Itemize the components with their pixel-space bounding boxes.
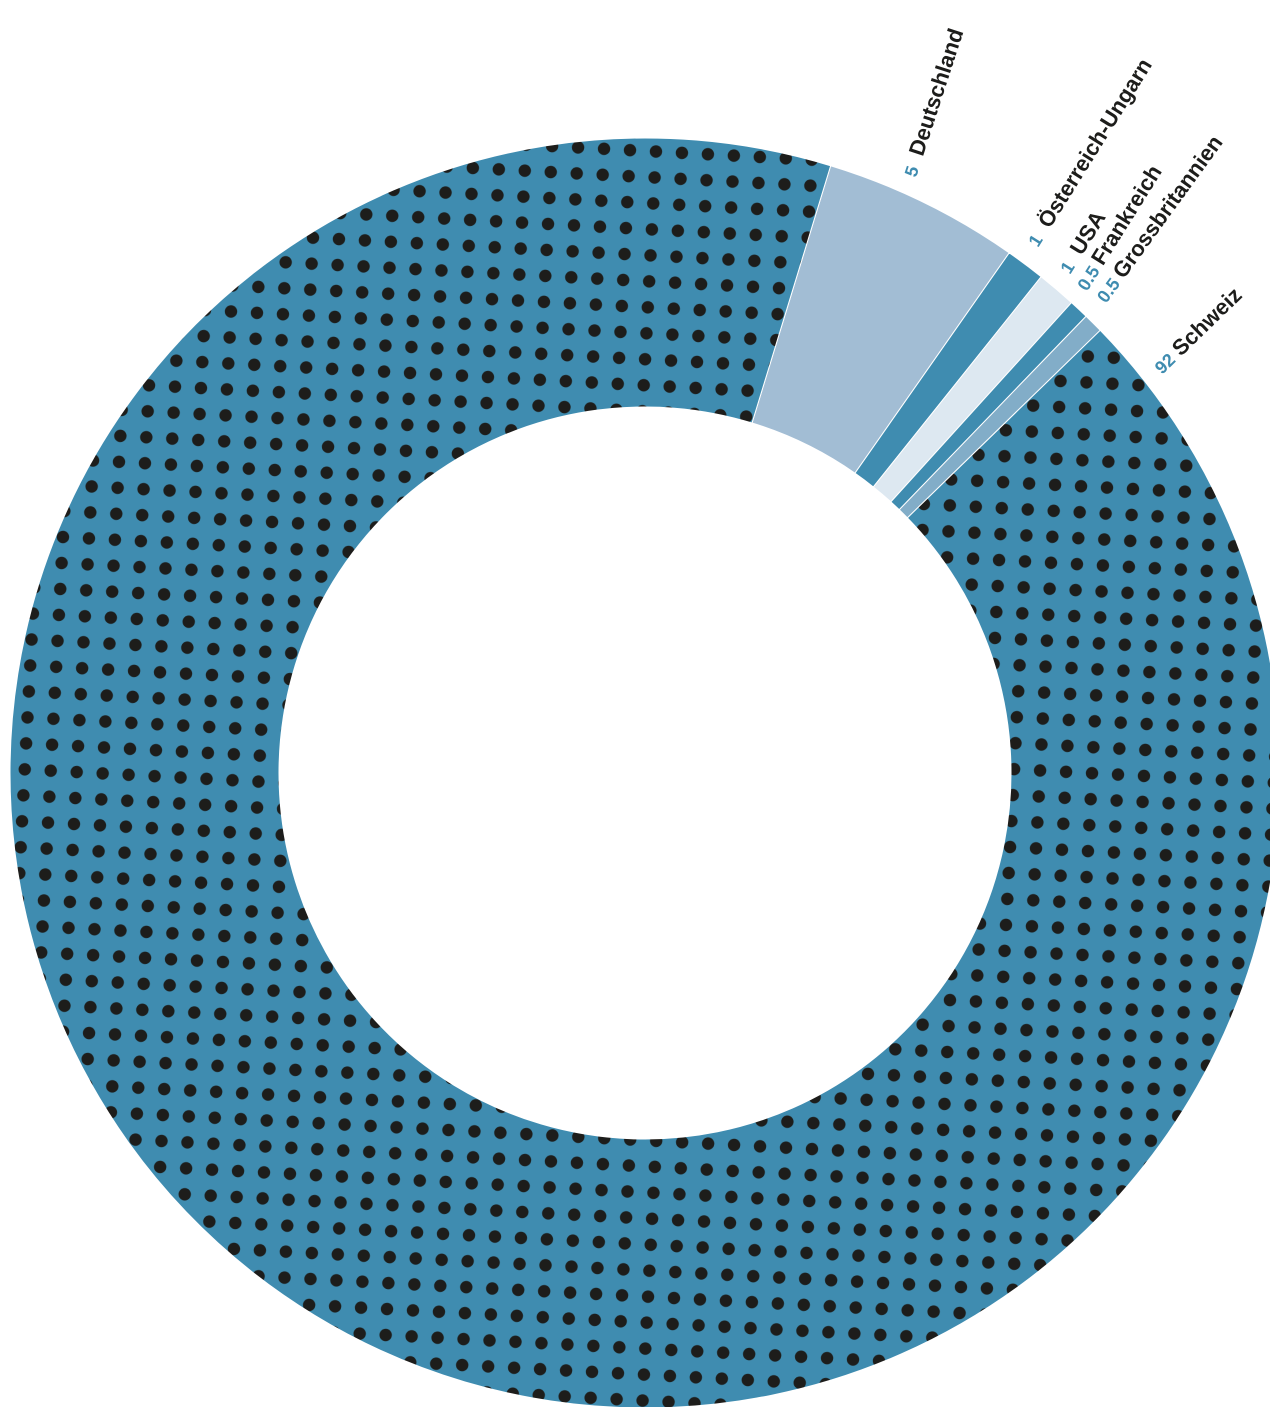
slice-value-deutschland: 5 (901, 164, 923, 180)
slice-value-usa: 1 (1056, 258, 1078, 277)
slices-group (9, 137, 1270, 1407)
slice-value-schweiz: 92 (1151, 350, 1179, 378)
slice-value-osterreich-ungarn: 1 (1024, 231, 1046, 250)
slice-name-deutschland: Deutschland (904, 25, 969, 158)
slice-schweiz (9, 137, 1270, 1407)
slice-name-schweiz: Schweiz (1167, 282, 1247, 360)
label-deutschland: 5 Deutschland (901, 25, 969, 180)
